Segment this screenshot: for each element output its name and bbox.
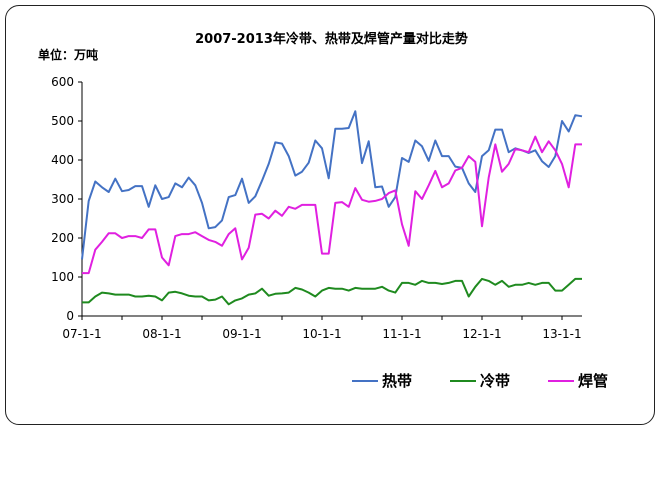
x-tick-label: 11-1-1 — [382, 327, 421, 341]
series-line-2 — [82, 277, 582, 306]
axes-layer: 0 100 200 300 400 500 600 07-1-1 08-1-1 09-1-1 10-… — [51, 75, 582, 341]
legend: 热带 冷带 焊管 — [352, 372, 608, 390]
series-line-3 — [82, 135, 582, 275]
y-tick-label: 400 — [51, 153, 74, 167]
x-tick-label: 07-1-1 — [62, 327, 101, 341]
y-tick-label: 200 — [51, 231, 74, 245]
y-tick-label: 600 — [51, 75, 74, 89]
chart-frame — [5, 5, 655, 425]
x-tick-label: 13-1-1 — [542, 327, 581, 341]
series-layer — [81, 110, 583, 306]
chart-title: 2007-2013年冷带、热带及焊管产量对比走势 — [195, 32, 468, 47]
legend-label-2: 冷带 — [480, 372, 510, 390]
y-tick-label: 500 — [51, 114, 74, 128]
unit-label: 单位：万吨 — [38, 48, 99, 62]
series-line-1 — [81, 110, 583, 260]
x-tick-label: 09-1-1 — [222, 327, 261, 341]
x-tick-label: 12-1-1 — [462, 327, 501, 341]
y-tick-label: 100 — [51, 270, 74, 284]
legend-label-3: 焊管 — [578, 372, 608, 390]
y-tick-label: 300 — [51, 192, 74, 206]
x-tick-label: 10-1-1 — [302, 327, 341, 341]
y-tick-label: 0 — [66, 309, 74, 323]
x-tick-label: 08-1-1 — [142, 327, 181, 341]
legend-label-1: 热带 — [382, 372, 412, 390]
